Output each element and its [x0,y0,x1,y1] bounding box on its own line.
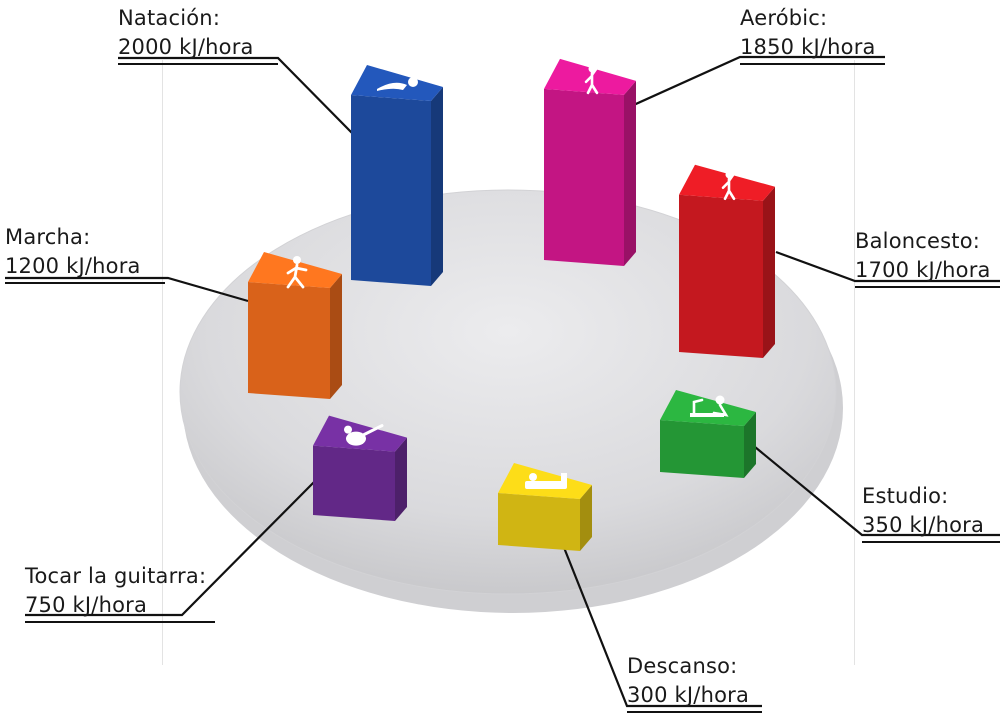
bar-front-face [660,420,744,478]
aerobics-icon [584,63,601,95]
label-underline [5,282,165,284]
bar-side-face [624,80,636,266]
label-underline [862,541,1000,543]
label-name: Estudio: [862,484,949,508]
leader-line [118,56,353,134]
bar-front-face [351,95,431,286]
label-name: Baloncesto: [855,229,981,253]
bar-side-face [763,186,775,358]
label-value: 1700 kJ/hora [855,258,991,282]
leader-line [559,539,762,708]
label-underline [25,621,215,623]
label-underline [118,63,278,65]
guitar-icon [344,424,384,446]
label-name: Natación: [118,6,221,30]
bar-front-face [313,445,395,521]
bar-front-face [544,88,624,266]
label-guitarra: Tocar la guitarra: 750 kJ/hora [25,562,215,623]
leader-line [25,473,323,617]
label-baloncesto: Baloncesto: 1700 kJ/hora [855,227,1000,288]
bar-swimmer [351,65,443,286]
label-value: 2000 kJ/hora [118,35,254,59]
label-name: Descanso: [627,654,738,678]
label-marcha: Marcha: 1200 kJ/hora [5,223,165,284]
bar-guitar [313,415,407,521]
leader-lines [5,55,1000,708]
bar-side-face [395,437,407,521]
bar-aerobics [544,58,636,266]
leader-line [775,250,1000,283]
label-value: 300 kJ/hora [627,683,750,707]
label-name: Tocar la guitarra: [25,564,207,588]
label-name: Aeróbic: [740,6,828,30]
bar-side-face [744,412,756,478]
sleeping-icon [525,473,567,489]
bar-front-face [498,493,580,551]
label-underline [855,286,1000,288]
label-estudio: Estudio: 350 kJ/hora [862,482,1000,543]
label-value: 1850 kJ/hora [740,35,876,59]
bar-front-face [248,282,330,399]
leader-line [754,446,1000,537]
label-natacion: Natación: 2000 kJ/hora [118,4,278,65]
bar-top-face [660,390,756,426]
bar-side-face [580,485,592,551]
label-descanso: Descanso: 300 kJ/hora [627,652,762,713]
bar-side-face [330,274,342,399]
studying-icon [690,395,729,417]
label-name: Marcha: [5,225,91,249]
bar-front-face [679,194,763,358]
label-value: 350 kJ/hora [862,513,985,537]
guide-line-left [162,60,163,665]
basketball-icon [721,164,741,201]
walker-icon [286,256,308,289]
bar-side-face [431,87,443,286]
label-value: 1200 kJ/hora [5,254,141,278]
bar-walker [248,252,342,399]
guide-line-right [854,60,855,665]
label-aerobic: Aeróbic: 1850 kJ/hora [740,4,885,65]
bar-basketball [679,164,775,358]
swimmer-icon [377,77,418,91]
leader-line [5,276,249,303]
bar-sleeping [498,463,592,551]
bar-group [248,58,775,551]
bar-studying [660,390,756,478]
leader-line [626,55,885,110]
label-value: 750 kJ/hora [25,593,148,617]
label-underline [740,63,885,65]
